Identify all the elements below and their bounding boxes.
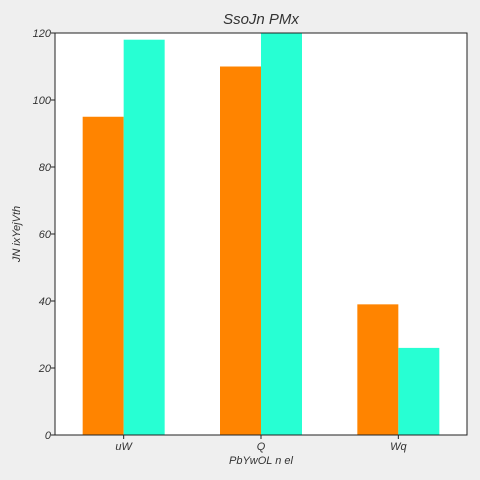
y-tick-label: 20 <box>38 363 52 375</box>
bar-Wq-series-1 <box>357 304 399 435</box>
y-axis-label: JN ixYejVth <box>11 206 23 263</box>
bar-uW-series-1 <box>82 116 124 435</box>
x-axis-label: PbYwOL n el <box>229 455 294 467</box>
x-tick-label: Wq <box>390 441 407 453</box>
x-tick-label: uW <box>115 441 133 453</box>
y-tick-label: 40 <box>39 296 52 308</box>
y-tick-label: 60 <box>39 229 52 241</box>
x-tick-label: Q <box>257 441 266 453</box>
y-tick-label: 0 <box>45 430 52 442</box>
bar-Wq-series-2 <box>398 347 440 435</box>
y-axis: 0 20 40 60 80 100 120 <box>33 28 55 442</box>
bars-group <box>82 33 440 435</box>
bar-Q-series-2 <box>261 33 302 435</box>
bar-Q-series-1 <box>220 66 261 435</box>
y-tick-label: 100 <box>33 95 52 107</box>
x-axis: uW Q Wq <box>115 435 407 453</box>
bar-uW-series-2 <box>123 39 165 435</box>
y-tick-label: 80 <box>39 162 52 174</box>
y-tick-label: 120 <box>33 28 52 40</box>
chart-title: SsoJn PMx <box>223 11 299 28</box>
